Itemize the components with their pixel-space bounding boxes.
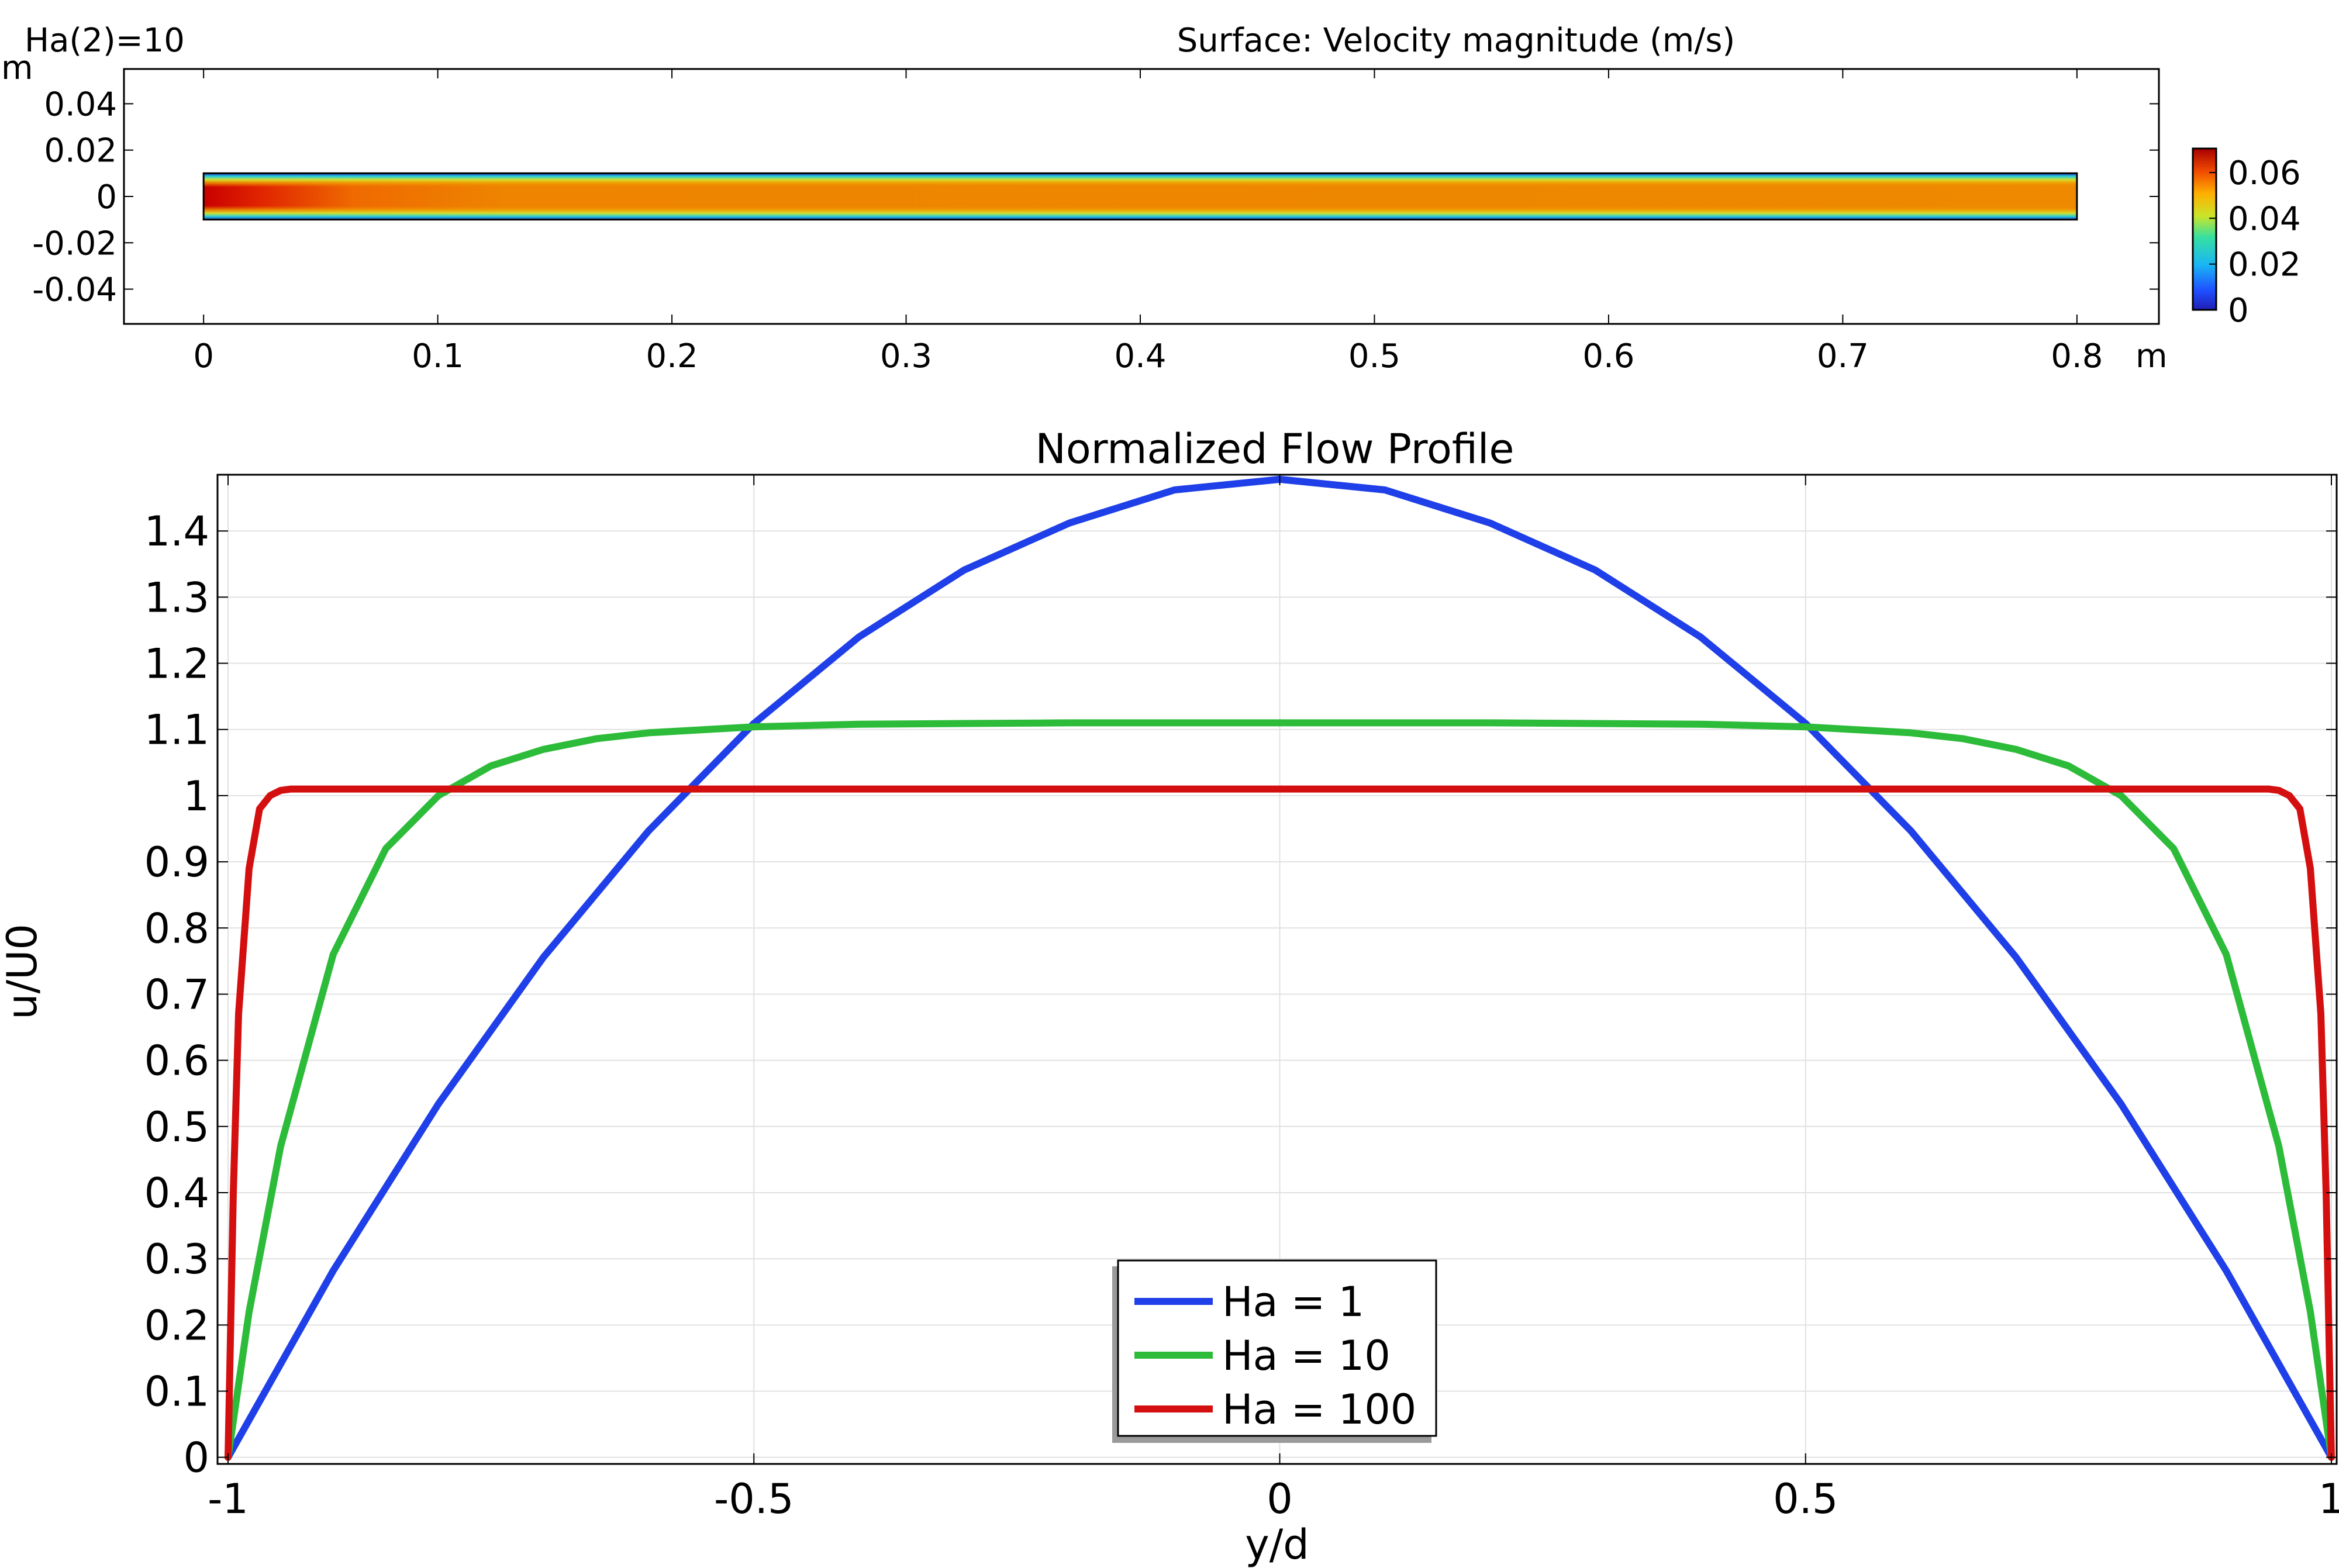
legend-items: Ha = 1 Ha = 10 Ha = 100 (1134, 1278, 1416, 1434)
profile-x-ticks: -1 -0.5 0 0.5 1 (208, 475, 2339, 1523)
surface-x-tick-label: 0.2 (646, 337, 698, 375)
profile-x-tick-label: -0.5 (714, 1475, 794, 1523)
profile-y-tick-label: 0.9 (144, 838, 209, 886)
legend: Ha = 1 Ha = 10 Ha = 100 (1112, 1259, 1437, 1443)
surface-y-tick-label: 0.02 (44, 132, 117, 170)
series-line-3 (225, 785, 2335, 1461)
profile-y-tick-label: 1.1 (144, 706, 209, 754)
profile-y-tick-label: 0.7 (144, 970, 209, 1018)
surface-y-unit: m (1, 49, 33, 87)
surface-x-tick-label: 0.1 (412, 337, 464, 375)
surface-y-tick-label: 0 (96, 178, 117, 216)
profile-title: Normalized Flow Profile (1036, 425, 1515, 473)
colorbar-ticks: 0.06 0.04 0.02 0 (2209, 154, 2301, 330)
surface-x-tick-label: 0.3 (880, 337, 932, 375)
profile-x-label: y/d (1245, 1521, 1309, 1568)
profile-y-tick-label: 0.8 (144, 904, 209, 952)
legend-label: Ha = 100 (1222, 1386, 1416, 1434)
profile-y-tick-label: 0.1 (144, 1368, 209, 1416)
profile-x-tick-label: 0 (1267, 1475, 1293, 1523)
surface-x-tick-label: 0.8 (2051, 337, 2103, 375)
profile-y-label: u/U0 (0, 924, 46, 1020)
surface-y-tick-label: -0.04 (32, 271, 117, 309)
profile-y-tick-label: 0.4 (144, 1169, 209, 1217)
parameter-label: Ha(2)=10 (25, 22, 185, 60)
surface-plot: Ha(2)=10 Surface: Velocity magnitude (m/… (1, 22, 2301, 375)
profile-x-tick-label: -1 (208, 1475, 249, 1523)
colorbar: 0.06 0.04 0.02 0 (2192, 147, 2301, 330)
surface-x-unit: m (2136, 337, 2168, 375)
profile-y-tick-label: 0.2 (144, 1301, 209, 1349)
legend-label: Ha = 10 (1222, 1332, 1391, 1380)
surface-x-tick-label: 0.4 (1114, 337, 1166, 375)
surface-y-ticks: 0.04 0.02 0 -0.02 -0.04 (32, 85, 2159, 309)
colorbar-tick-label: 0 (2228, 292, 2249, 330)
profile-y-tick-label: 1.3 (144, 574, 209, 621)
profile-y-tick-label: 0.3 (144, 1235, 209, 1283)
colorbar-gradient (2192, 147, 2217, 311)
profile-y-ticks: 0 0.1 0.2 0.3 0.4 0.5 0.6 0.7 0.8 0.9 1 1.1 1.2 1.3 1.… (144, 507, 2337, 1482)
colorbar-tick-label: 0.06 (2228, 154, 2301, 192)
profile-y-tick-label: 0.6 (144, 1037, 209, 1085)
surface-y-tick-label: 0.04 (44, 85, 117, 123)
profile-y-tick-label: 0.5 (144, 1103, 209, 1151)
colorbar-tick-label: 0.04 (2228, 200, 2301, 238)
surface-y-tick-label: -0.02 (32, 225, 117, 263)
profile-axes-frame (216, 474, 2338, 1465)
surface-x-tick-label: 0.6 (1582, 337, 1634, 375)
profile-y-tick-label: 1.4 (144, 507, 209, 555)
channel-domain (202, 172, 2078, 221)
profile-x-tick-label: 0.5 (1773, 1475, 1838, 1523)
velocity-wall-layer (203, 173, 2077, 220)
profile-y-tick-label: 1 (183, 772, 209, 820)
channel-border (202, 172, 2078, 221)
legend-label: Ha = 1 (1222, 1278, 1364, 1326)
surface-x-tick-label: 0 (193, 337, 214, 375)
surface-title: Surface: Velocity magnitude (m/s) (1177, 22, 1736, 60)
colorbar-tick-label: 0.02 (2228, 246, 2301, 284)
series-line-2 (225, 719, 2335, 1461)
surface-x-tick-label: 0.5 (1348, 337, 1400, 375)
profile-y-tick-label: 0 (183, 1434, 209, 1482)
profile-plot: Normalized Flow Profile y/d u/U0 -1 -0.5 0… (0, 425, 2339, 1568)
surface-x-tick-label: 0.7 (1817, 337, 1869, 375)
profile-x-tick-label: 1 (2319, 1475, 2339, 1523)
surface-x-ticks: 0 0.1 0.2 0.3 0.4 0.5 0.6 0.7 0.8 (193, 69, 2103, 375)
profile-y-tick-label: 1.2 (144, 640, 209, 688)
